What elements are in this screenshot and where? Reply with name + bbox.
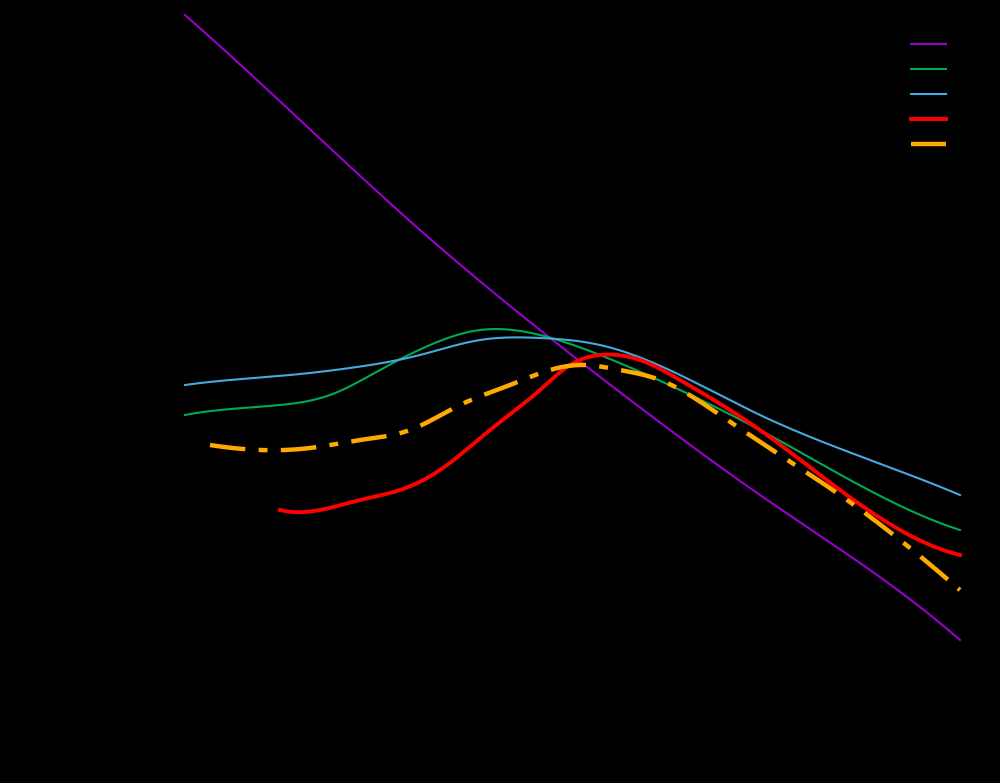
Legend: , , , , : , , , , — [900, 27, 968, 163]
